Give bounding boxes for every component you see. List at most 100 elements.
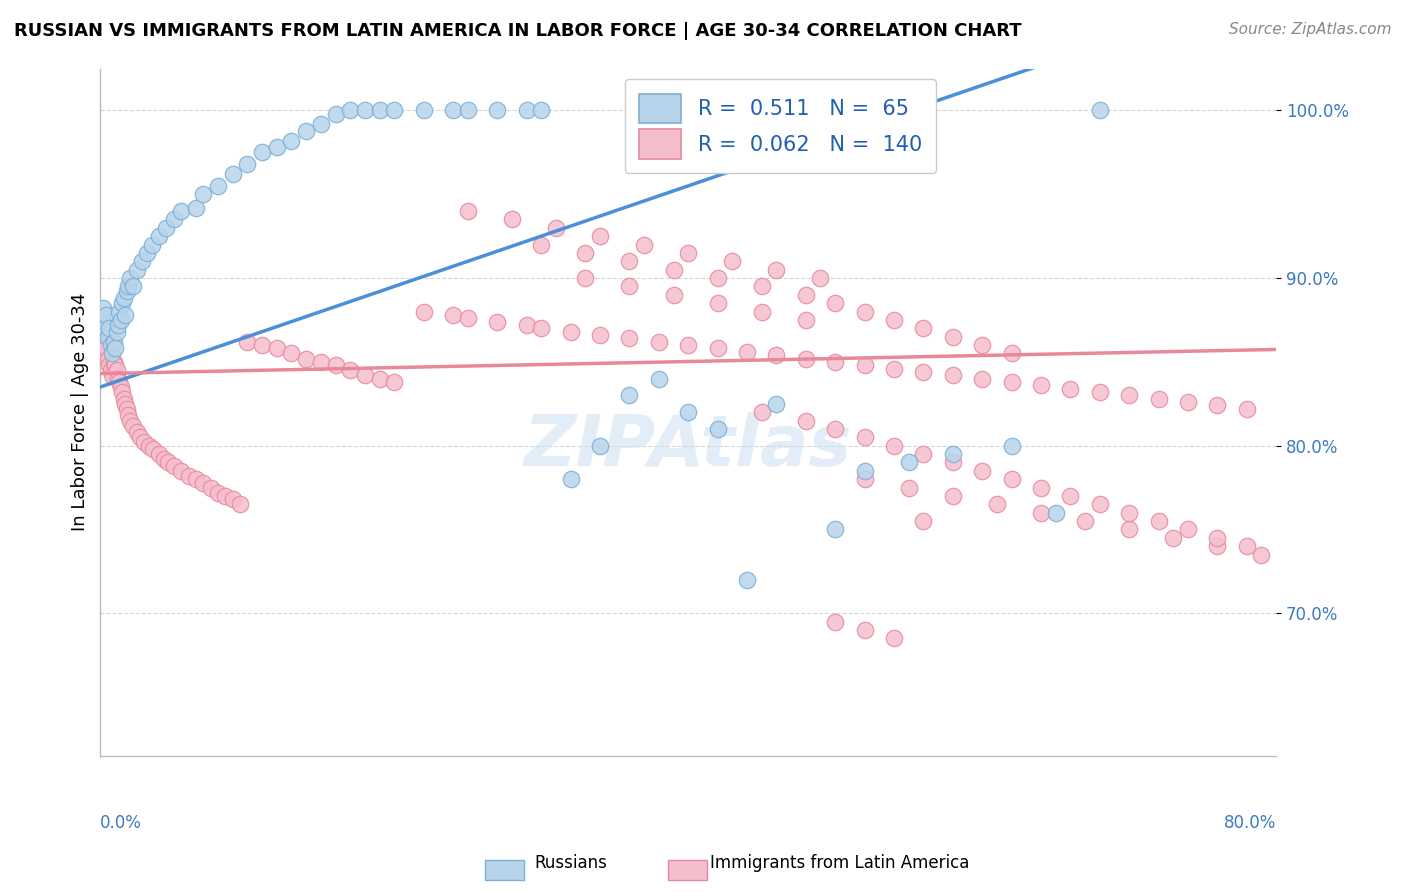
Point [912, 447, 935, 461]
Point [229, 497, 252, 511]
Point [1074, 514, 1097, 528]
Point [170, 204, 193, 219]
Point [1236, 539, 1258, 553]
Point [765, 348, 787, 362]
Point [619, 388, 641, 402]
Point [676, 405, 699, 419]
Point [1088, 103, 1111, 118]
Point [751, 405, 773, 419]
Point [1177, 395, 1199, 409]
Point [794, 288, 817, 302]
Point [824, 615, 846, 629]
Text: 0.0%: 0.0% [100, 814, 142, 832]
Point [824, 355, 846, 369]
Point [1118, 388, 1140, 402]
Point [325, 107, 347, 121]
Point [96, 308, 118, 322]
Point [131, 254, 153, 268]
Point [986, 497, 1008, 511]
Point [1177, 523, 1199, 537]
Point [824, 523, 846, 537]
Point [214, 489, 236, 503]
Point [457, 204, 479, 219]
Point [942, 489, 965, 503]
Point [101, 368, 124, 383]
Point [794, 351, 817, 366]
Point [662, 262, 685, 277]
Point [441, 308, 464, 322]
Point [382, 375, 405, 389]
Point [108, 304, 131, 318]
Point [221, 492, 243, 507]
Point [121, 279, 143, 293]
Point [1029, 506, 1052, 520]
Point [138, 439, 160, 453]
Point [90, 313, 112, 327]
Point [897, 481, 920, 495]
Text: 80.0%: 80.0% [1223, 814, 1277, 832]
Point [111, 296, 134, 310]
Point [163, 212, 186, 227]
Point [1045, 506, 1067, 520]
Point [91, 338, 114, 352]
Point [794, 313, 817, 327]
Point [96, 342, 118, 356]
Point [250, 145, 273, 160]
Point [676, 246, 699, 260]
Point [883, 632, 905, 646]
Point [501, 212, 523, 227]
Point [101, 346, 124, 360]
Point [354, 103, 377, 118]
Point [193, 187, 215, 202]
Point [107, 318, 129, 332]
Point [280, 134, 302, 148]
Text: RUSSIAN VS IMMIGRANTS FROM LATIN AMERICA IN LABOR FORCE | AGE 30-34 CORRELATION : RUSSIAN VS IMMIGRANTS FROM LATIN AMERICA… [14, 22, 1022, 40]
Point [148, 229, 170, 244]
Point [97, 329, 120, 343]
Point [1000, 439, 1022, 453]
Point [142, 442, 165, 456]
Point [765, 262, 787, 277]
Point [141, 237, 163, 252]
Point [156, 455, 179, 469]
Point [648, 334, 671, 349]
Point [1161, 531, 1184, 545]
Point [486, 315, 509, 329]
Point [1236, 401, 1258, 416]
Point [1206, 399, 1229, 413]
Point [516, 318, 538, 332]
Point [751, 279, 773, 293]
Point [412, 103, 434, 118]
Point [972, 464, 994, 478]
Point [266, 140, 288, 154]
Point [912, 365, 935, 379]
Point [98, 321, 121, 335]
Point [184, 201, 207, 215]
Point [972, 371, 994, 385]
Point [516, 103, 538, 118]
Point [1000, 472, 1022, 486]
Point [339, 103, 361, 118]
Point [91, 301, 114, 316]
Point [155, 220, 177, 235]
Point [100, 338, 122, 352]
Point [114, 397, 136, 411]
Point [706, 342, 728, 356]
Point [912, 514, 935, 528]
Point [134, 435, 156, 450]
Point [676, 338, 699, 352]
Point [619, 254, 641, 268]
Point [104, 358, 127, 372]
Point [339, 363, 361, 377]
Point [441, 103, 464, 118]
Point [544, 220, 567, 235]
Point [100, 363, 122, 377]
Point [295, 351, 318, 366]
Point [136, 246, 159, 260]
Point [1000, 375, 1022, 389]
Point [706, 271, 728, 285]
Point [200, 481, 222, 495]
Point [103, 334, 125, 349]
Point [114, 308, 136, 322]
Legend: R =  0.511   N =  65, R =  0.062   N =  140: R = 0.511 N = 65, R = 0.062 N = 140 [624, 78, 936, 173]
